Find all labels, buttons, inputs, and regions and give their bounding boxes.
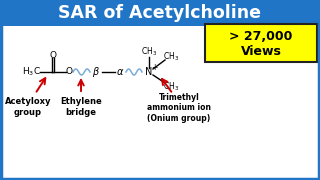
Text: +: +	[151, 64, 157, 73]
Text: N: N	[145, 67, 153, 77]
Text: $\mathregular{CH_3}$: $\mathregular{CH_3}$	[163, 51, 179, 63]
Text: $\mathregular{CH_3}$: $\mathregular{CH_3}$	[141, 46, 157, 58]
Text: $\mathregular{CH_3}$: $\mathregular{CH_3}$	[163, 81, 179, 93]
Text: O: O	[50, 51, 57, 60]
Text: $\mathregular{H_3C}$: $\mathregular{H_3C}$	[22, 66, 41, 78]
Text: $\alpha$: $\alpha$	[116, 67, 124, 77]
Text: Acetyloxy
group: Acetyloxy group	[5, 97, 51, 117]
Text: O: O	[66, 68, 73, 76]
Text: Views: Views	[241, 45, 281, 58]
Text: > 27,000: > 27,000	[229, 30, 293, 43]
Bar	[205, 24, 317, 62]
Text: Ethylene
bridge: Ethylene bridge	[60, 97, 102, 117]
Text: SAR of Acetylcholine: SAR of Acetylcholine	[59, 4, 261, 22]
Text: $\beta$: $\beta$	[92, 65, 100, 79]
Text: Trimethyl
ammonium ion
(Onium group): Trimethyl ammonium ion (Onium group)	[147, 93, 211, 123]
Bar	[1, 1, 319, 26]
